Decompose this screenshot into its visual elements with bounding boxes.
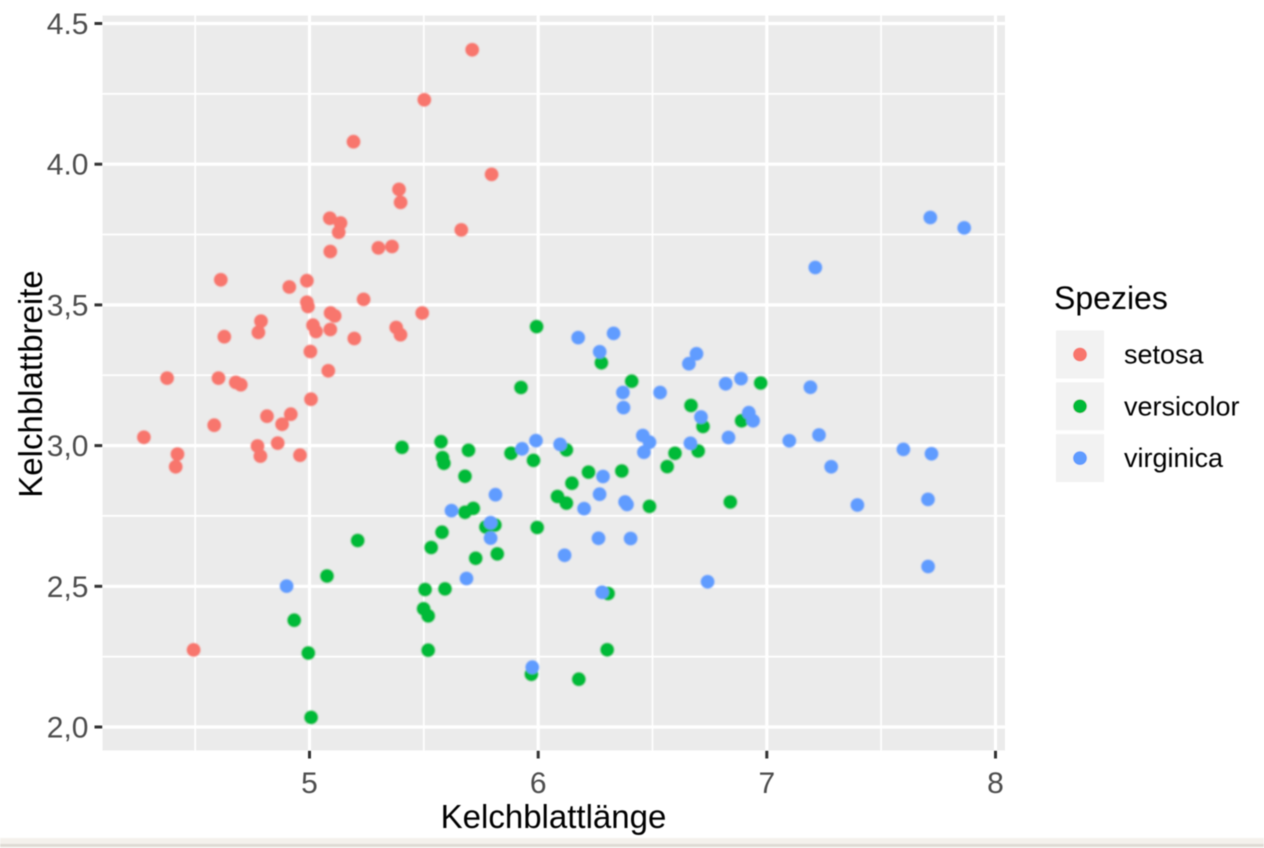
svg-text:Spezies: Spezies [1054,280,1168,316]
svg-text:2,0: 2,0 [47,712,89,745]
svg-text:virginica: virginica [1124,443,1224,473]
svg-text:2,5: 2,5 [47,571,89,604]
svg-text:6: 6 [530,767,547,800]
svg-text:3,0: 3,0 [47,430,89,463]
svg-text:3,5: 3,5 [47,289,89,322]
svg-text:4.0: 4.0 [47,149,89,182]
svg-text:7: 7 [758,767,775,800]
svg-text:5: 5 [301,767,318,800]
svg-text:versicolor: versicolor [1124,391,1240,421]
svg-text:8: 8 [987,767,1004,800]
svg-text:Kelchblattlänge: Kelchblattlänge [441,798,667,835]
svg-text:4.5: 4.5 [47,8,89,41]
svg-text:Kelchblattbreite: Kelchblattbreite [12,270,49,497]
svg-text:setosa: setosa [1124,340,1205,370]
